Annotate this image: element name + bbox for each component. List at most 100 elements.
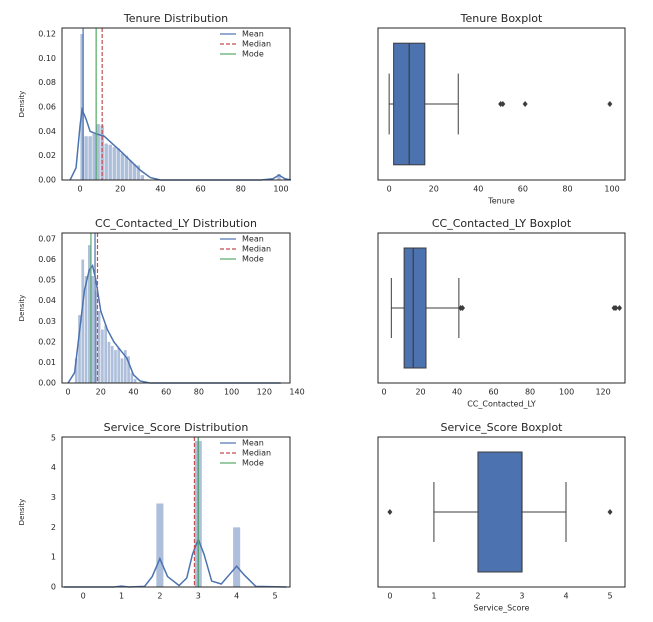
kde-line (67, 264, 281, 384)
axes-frame (61, 27, 291, 181)
histogram-bar (116, 148, 120, 180)
y-tick-label: 0.06 (38, 103, 56, 112)
y-tick-label: 0.00 (38, 379, 56, 388)
chart-title: CC_Contacted_LY Distribution (95, 217, 257, 230)
histogram-bar (104, 143, 108, 180)
histogram-bar (96, 124, 100, 180)
legend-label: Mode (242, 459, 264, 468)
histogram-bar (114, 350, 117, 383)
histogram-bar (101, 329, 104, 383)
axes-frame (377, 436, 626, 588)
x-axis-label: CC_Contacted_LY (467, 400, 536, 409)
y-tick-label: 2 (51, 523, 56, 532)
legend-label: Median (242, 40, 271, 49)
chart-title: CC_Contacted_LY Boxplot (432, 217, 572, 230)
y-tick-label: 0.05 (38, 276, 56, 285)
histogram-bar (136, 165, 141, 180)
y-tick-label: 0.07 (38, 234, 56, 243)
y-tick-label: 0.04 (38, 127, 56, 136)
axes-frame (377, 232, 626, 384)
y-axis-label: Density (18, 499, 26, 526)
x-tick-label: 120 (595, 388, 610, 397)
x-tick-label: 20 (96, 388, 106, 397)
x-tick-label: 100 (224, 388, 239, 397)
legend-label: Median (242, 449, 271, 458)
x-tick-label: 0 (78, 185, 83, 194)
outlier (613, 305, 619, 311)
histogram-bar (233, 527, 241, 587)
y-tick-label: 0.02 (38, 151, 56, 160)
x-tick-label: 120 (257, 388, 272, 397)
x-tick-label: 60 (488, 388, 498, 397)
x-tick-label: 100 (559, 388, 574, 397)
x-tick-label: 0 (387, 185, 392, 194)
legend-label: Mean (242, 439, 264, 448)
histogram-bar (91, 276, 94, 383)
histogram-bar (130, 372, 134, 383)
box (403, 247, 427, 369)
histogram-bar (92, 133, 96, 180)
histogram-bar (156, 503, 164, 587)
x-tick-label: 2 (475, 592, 480, 601)
x-tick-label: 80 (236, 185, 246, 194)
legend-label: Mean (242, 235, 264, 244)
outlier (500, 101, 506, 107)
axes-frame (61, 232, 291, 384)
histogram-bar (132, 164, 137, 180)
x-tick-label: 60 (518, 185, 528, 194)
x-tick-label: 40 (473, 185, 483, 194)
histogram-bar (94, 290, 98, 383)
x-tick-label: 80 (562, 185, 572, 194)
y-tick-label: 0.00 (38, 176, 56, 185)
y-tick-label: 0.12 (38, 30, 56, 39)
panel: Service_Score Distribution 0 1 2 3 4 5 0 1 2 3 4 5 De… (18, 421, 291, 601)
x-tick-label: 5 (272, 592, 277, 601)
x-tick-label: 1 (431, 592, 436, 601)
x-tick-label: 0 (66, 388, 71, 397)
kde-line (63, 537, 287, 588)
x-tick-label: 0 (381, 388, 386, 397)
x-tick-label: 1 (119, 592, 124, 601)
histogram-bar (123, 350, 127, 383)
histogram-bar (124, 155, 128, 180)
histogram-bar (87, 245, 91, 383)
y-tick-label: 3 (51, 493, 56, 502)
histogram-bar (84, 136, 88, 180)
panel: CC_Contacted_LY Distribution 0 20 40 60 80 100… (18, 217, 305, 397)
x-tick-label: 20 (429, 185, 439, 194)
histogram-bar (107, 341, 111, 383)
legend-label: Mean (242, 30, 264, 39)
outlier (387, 509, 393, 515)
histogram-bar (104, 325, 108, 383)
chart-title: Service_Score Boxplot (441, 421, 564, 434)
x-tick-label: 80 (525, 388, 535, 397)
panel: CC_Contacted_LY Boxplot 0 20 40 60 80 100 120 CC… (377, 217, 626, 409)
legend-label: Mode (242, 255, 264, 264)
histogram-bar (127, 356, 130, 383)
y-tick-label: 0.01 (38, 358, 56, 367)
histogram-bar (100, 125, 104, 180)
x-tick-label: 4 (234, 592, 239, 601)
axes-frame (377, 27, 626, 181)
chart-title: Tenure Boxplot (460, 12, 543, 25)
x-tick-label: 20 (115, 185, 125, 194)
x-tick-label: 60 (196, 185, 206, 194)
outlier (522, 101, 528, 107)
legend-label: Mode (242, 50, 264, 59)
y-tick-label: 1 (51, 553, 56, 562)
y-tick-label: 4 (51, 463, 56, 472)
histogram-bar (120, 153, 124, 180)
x-tick-label: 4 (563, 592, 568, 601)
x-tick-label: 20 (415, 388, 425, 397)
x-tick-label: 100 (604, 185, 619, 194)
y-tick-label: 0.06 (38, 255, 56, 264)
histogram-bar (112, 147, 116, 180)
x-tick-label: 2 (157, 592, 162, 601)
chart-title: Tenure Distribution (123, 12, 228, 25)
x-axis-label: Tenure (487, 197, 515, 206)
histogram-bar (74, 358, 78, 383)
histogram-bar (81, 259, 85, 383)
x-tick-label: 40 (452, 388, 462, 397)
outlier (460, 305, 466, 311)
